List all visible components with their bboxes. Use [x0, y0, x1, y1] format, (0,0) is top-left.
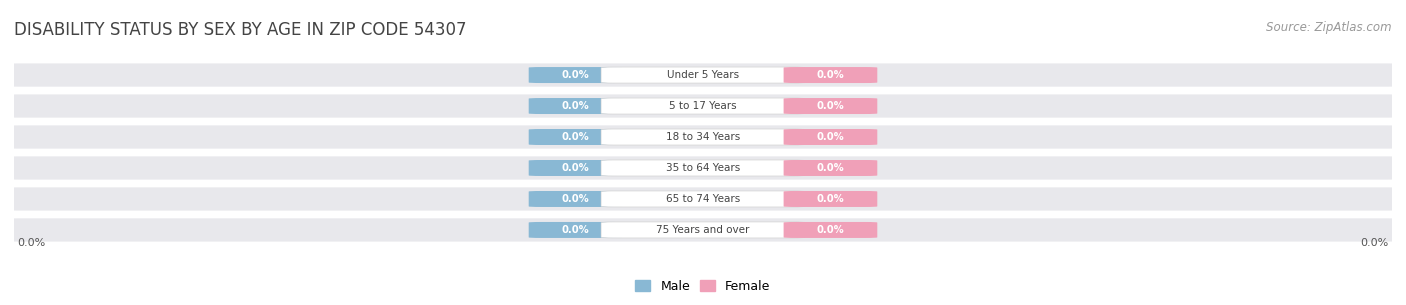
- FancyBboxPatch shape: [7, 95, 1399, 118]
- FancyBboxPatch shape: [783, 191, 877, 207]
- Text: 0.0%: 0.0%: [1360, 238, 1389, 248]
- FancyBboxPatch shape: [7, 156, 1399, 180]
- Text: 0.0%: 0.0%: [817, 70, 845, 80]
- FancyBboxPatch shape: [600, 67, 806, 83]
- Text: Source: ZipAtlas.com: Source: ZipAtlas.com: [1267, 21, 1392, 34]
- FancyBboxPatch shape: [600, 160, 806, 176]
- Text: 0.0%: 0.0%: [561, 194, 589, 204]
- FancyBboxPatch shape: [529, 160, 623, 176]
- FancyBboxPatch shape: [7, 218, 1399, 242]
- Text: 0.0%: 0.0%: [561, 70, 589, 80]
- FancyBboxPatch shape: [600, 98, 806, 114]
- FancyBboxPatch shape: [783, 67, 877, 83]
- FancyBboxPatch shape: [529, 222, 623, 238]
- FancyBboxPatch shape: [7, 125, 1399, 149]
- FancyBboxPatch shape: [783, 98, 877, 114]
- Text: 18 to 34 Years: 18 to 34 Years: [666, 132, 740, 142]
- Text: 0.0%: 0.0%: [561, 101, 589, 111]
- FancyBboxPatch shape: [529, 191, 623, 207]
- FancyBboxPatch shape: [7, 63, 1399, 87]
- FancyBboxPatch shape: [600, 191, 806, 207]
- Text: 0.0%: 0.0%: [561, 132, 589, 142]
- FancyBboxPatch shape: [529, 98, 623, 114]
- Legend: Male, Female: Male, Female: [636, 280, 770, 293]
- FancyBboxPatch shape: [7, 187, 1399, 210]
- Text: 0.0%: 0.0%: [817, 194, 845, 204]
- Text: 0.0%: 0.0%: [561, 163, 589, 173]
- Text: 65 to 74 Years: 65 to 74 Years: [666, 194, 740, 204]
- FancyBboxPatch shape: [783, 222, 877, 238]
- Text: 35 to 64 Years: 35 to 64 Years: [666, 163, 740, 173]
- Text: 0.0%: 0.0%: [817, 225, 845, 235]
- FancyBboxPatch shape: [783, 129, 877, 145]
- Text: 0.0%: 0.0%: [17, 238, 46, 248]
- Text: 0.0%: 0.0%: [561, 225, 589, 235]
- FancyBboxPatch shape: [529, 67, 623, 83]
- Text: 5 to 17 Years: 5 to 17 Years: [669, 101, 737, 111]
- FancyBboxPatch shape: [600, 222, 806, 238]
- Text: 0.0%: 0.0%: [817, 163, 845, 173]
- FancyBboxPatch shape: [783, 160, 877, 176]
- Text: 0.0%: 0.0%: [817, 132, 845, 142]
- Text: Under 5 Years: Under 5 Years: [666, 70, 740, 80]
- FancyBboxPatch shape: [600, 129, 806, 145]
- Text: 0.0%: 0.0%: [817, 101, 845, 111]
- Text: DISABILITY STATUS BY SEX BY AGE IN ZIP CODE 54307: DISABILITY STATUS BY SEX BY AGE IN ZIP C…: [14, 21, 467, 39]
- FancyBboxPatch shape: [529, 129, 623, 145]
- Text: 75 Years and over: 75 Years and over: [657, 225, 749, 235]
